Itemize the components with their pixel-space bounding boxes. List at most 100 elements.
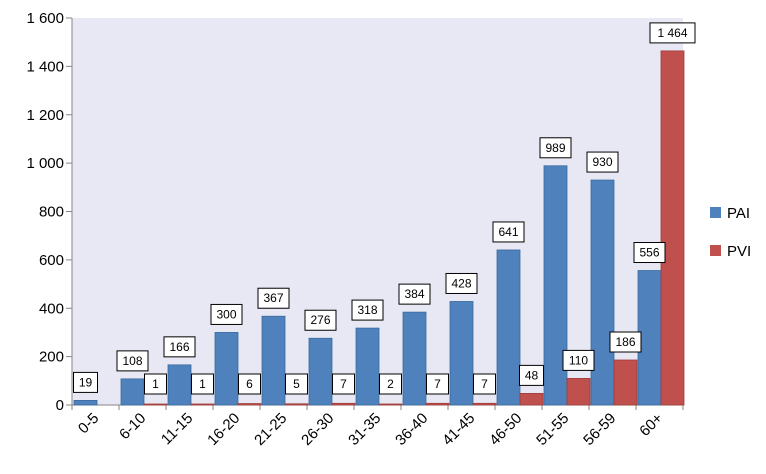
x-tick-label: 0-5	[75, 410, 102, 437]
bar-pai-51-55	[543, 165, 568, 406]
x-tick-label: 16-20	[204, 410, 243, 449]
label-pvi-31-35: 2	[379, 373, 402, 395]
data-label: 7	[481, 377, 488, 391]
data-label: 276	[310, 313, 330, 327]
bar-pai-6-10	[120, 378, 145, 406]
legend-swatch	[710, 207, 721, 218]
data-labels: 19 108 1 166 1 300 6 367 5 276 7 318 2 384 7 428 7 641 48 9…	[73, 22, 696, 395]
bar-pvi-16-20	[237, 403, 262, 406]
data-label: 428	[451, 276, 471, 290]
label-pvi-11-15: 1	[191, 373, 214, 395]
data-label: 5	[293, 377, 300, 391]
bar-pvi-46-50	[519, 392, 544, 406]
x-tick-label: 46-50	[486, 410, 525, 449]
data-label-box	[238, 373, 261, 395]
bar-pvi-51-55	[566, 377, 591, 406]
label-pai-60+: 556	[633, 242, 666, 264]
bar-pvi-60+	[660, 50, 685, 406]
x-tick-label: 26-30	[298, 410, 337, 449]
label-pai-11-15: 166	[163, 336, 196, 358]
label-pvi-46-50: 48	[519, 364, 544, 386]
data-label-box	[304, 309, 337, 331]
bar-pvi-21-25	[284, 403, 309, 406]
data-label-box	[445, 272, 478, 294]
label-pai-46-50: 641	[492, 221, 525, 243]
data-label-box	[332, 373, 355, 395]
bar-pai-41-45	[449, 301, 474, 406]
data-label-box	[649, 22, 696, 44]
data-label: 384	[404, 287, 424, 301]
data-label: 108	[122, 354, 142, 368]
bar-pai-31-35	[355, 327, 380, 406]
x-tick-label: 21-25	[251, 410, 290, 449]
bar-pai-21-25	[261, 315, 286, 406]
legend-label: PAI	[727, 205, 750, 222]
data-label: 1 464	[657, 26, 687, 40]
data-label: 989	[545, 141, 565, 155]
y-tick-label: 600	[39, 252, 64, 269]
label-pai-41-45: 428	[445, 272, 478, 294]
x-tick-label: 51-55	[533, 410, 572, 449]
data-label-box	[210, 303, 243, 325]
data-label-box	[163, 336, 196, 358]
data-label: 7	[340, 377, 347, 391]
data-label-box	[285, 373, 308, 395]
bar-pai-16-20	[214, 332, 239, 406]
label-pai-56-59: 930	[586, 151, 619, 173]
data-label-box	[351, 299, 384, 321]
legend-label: PVI	[727, 243, 751, 260]
data-label-box	[586, 151, 619, 173]
x-tick-label: 56-59	[580, 410, 619, 449]
label-pvi-16-20: 6	[238, 373, 261, 395]
data-label-box	[257, 287, 290, 309]
x-tick-label: 60+	[636, 410, 666, 440]
label-pvi-51-55: 110	[562, 349, 595, 371]
data-label-box	[519, 364, 544, 386]
data-label-box	[539, 137, 572, 159]
data-label: 930	[592, 155, 612, 169]
x-tick-label: 11-15	[158, 410, 196, 448]
legend-item-pai: PAI	[710, 205, 750, 222]
label-pvi-41-45: 7	[473, 373, 496, 395]
label-pvi-21-25: 5	[285, 373, 308, 395]
legend-swatch	[710, 245, 721, 256]
label-pai-51-55: 989	[539, 137, 572, 159]
data-label: 1	[152, 377, 159, 391]
y-tick-label: 400	[39, 300, 64, 317]
label-pai-21-25: 367	[257, 287, 290, 309]
x-tick-label: 41-45	[439, 410, 478, 449]
bar-pvi-6-10	[143, 403, 168, 406]
data-label: 367	[263, 291, 283, 305]
x-axis: 0-5 6-10 11-15 16-20 21-25 26-30 31-35 36-40 41-…	[71, 404, 684, 449]
data-label: 300	[216, 307, 236, 321]
data-label-box	[379, 373, 402, 395]
bar-pai-46-50	[496, 249, 521, 406]
data-label: 6	[246, 377, 253, 391]
data-label-box	[73, 371, 98, 393]
bar-pvi-11-15	[190, 403, 215, 406]
bar-pai-0-5	[73, 400, 98, 406]
label-pai-16-20: 300	[210, 303, 243, 325]
data-label: 110	[569, 353, 588, 367]
data-label: 318	[357, 303, 377, 317]
label-pai-31-35: 318	[351, 299, 384, 321]
label-pvi-6-10: 1	[144, 373, 167, 395]
data-label: 48	[525, 368, 539, 382]
y-tick-label: 1 200	[26, 107, 64, 124]
legend: PAI PVI	[710, 205, 751, 260]
data-label: 186	[615, 335, 635, 349]
y-tick-label: 200	[39, 349, 64, 366]
data-label-box	[191, 373, 214, 395]
data-label: 556	[639, 246, 659, 260]
y-tick-label: 1 000	[26, 155, 64, 172]
bar-pvi-36-40	[425, 402, 450, 406]
bar-pai-56-59	[590, 179, 615, 406]
data-label-box	[398, 283, 431, 305]
bar-pvi-41-45	[472, 402, 497, 406]
bar-pvi-31-35	[378, 403, 403, 406]
bar-pai-26-30	[308, 337, 333, 406]
data-label-box	[609, 331, 642, 353]
data-label-box	[473, 373, 496, 395]
x-tick-label: 31-35	[345, 410, 384, 449]
